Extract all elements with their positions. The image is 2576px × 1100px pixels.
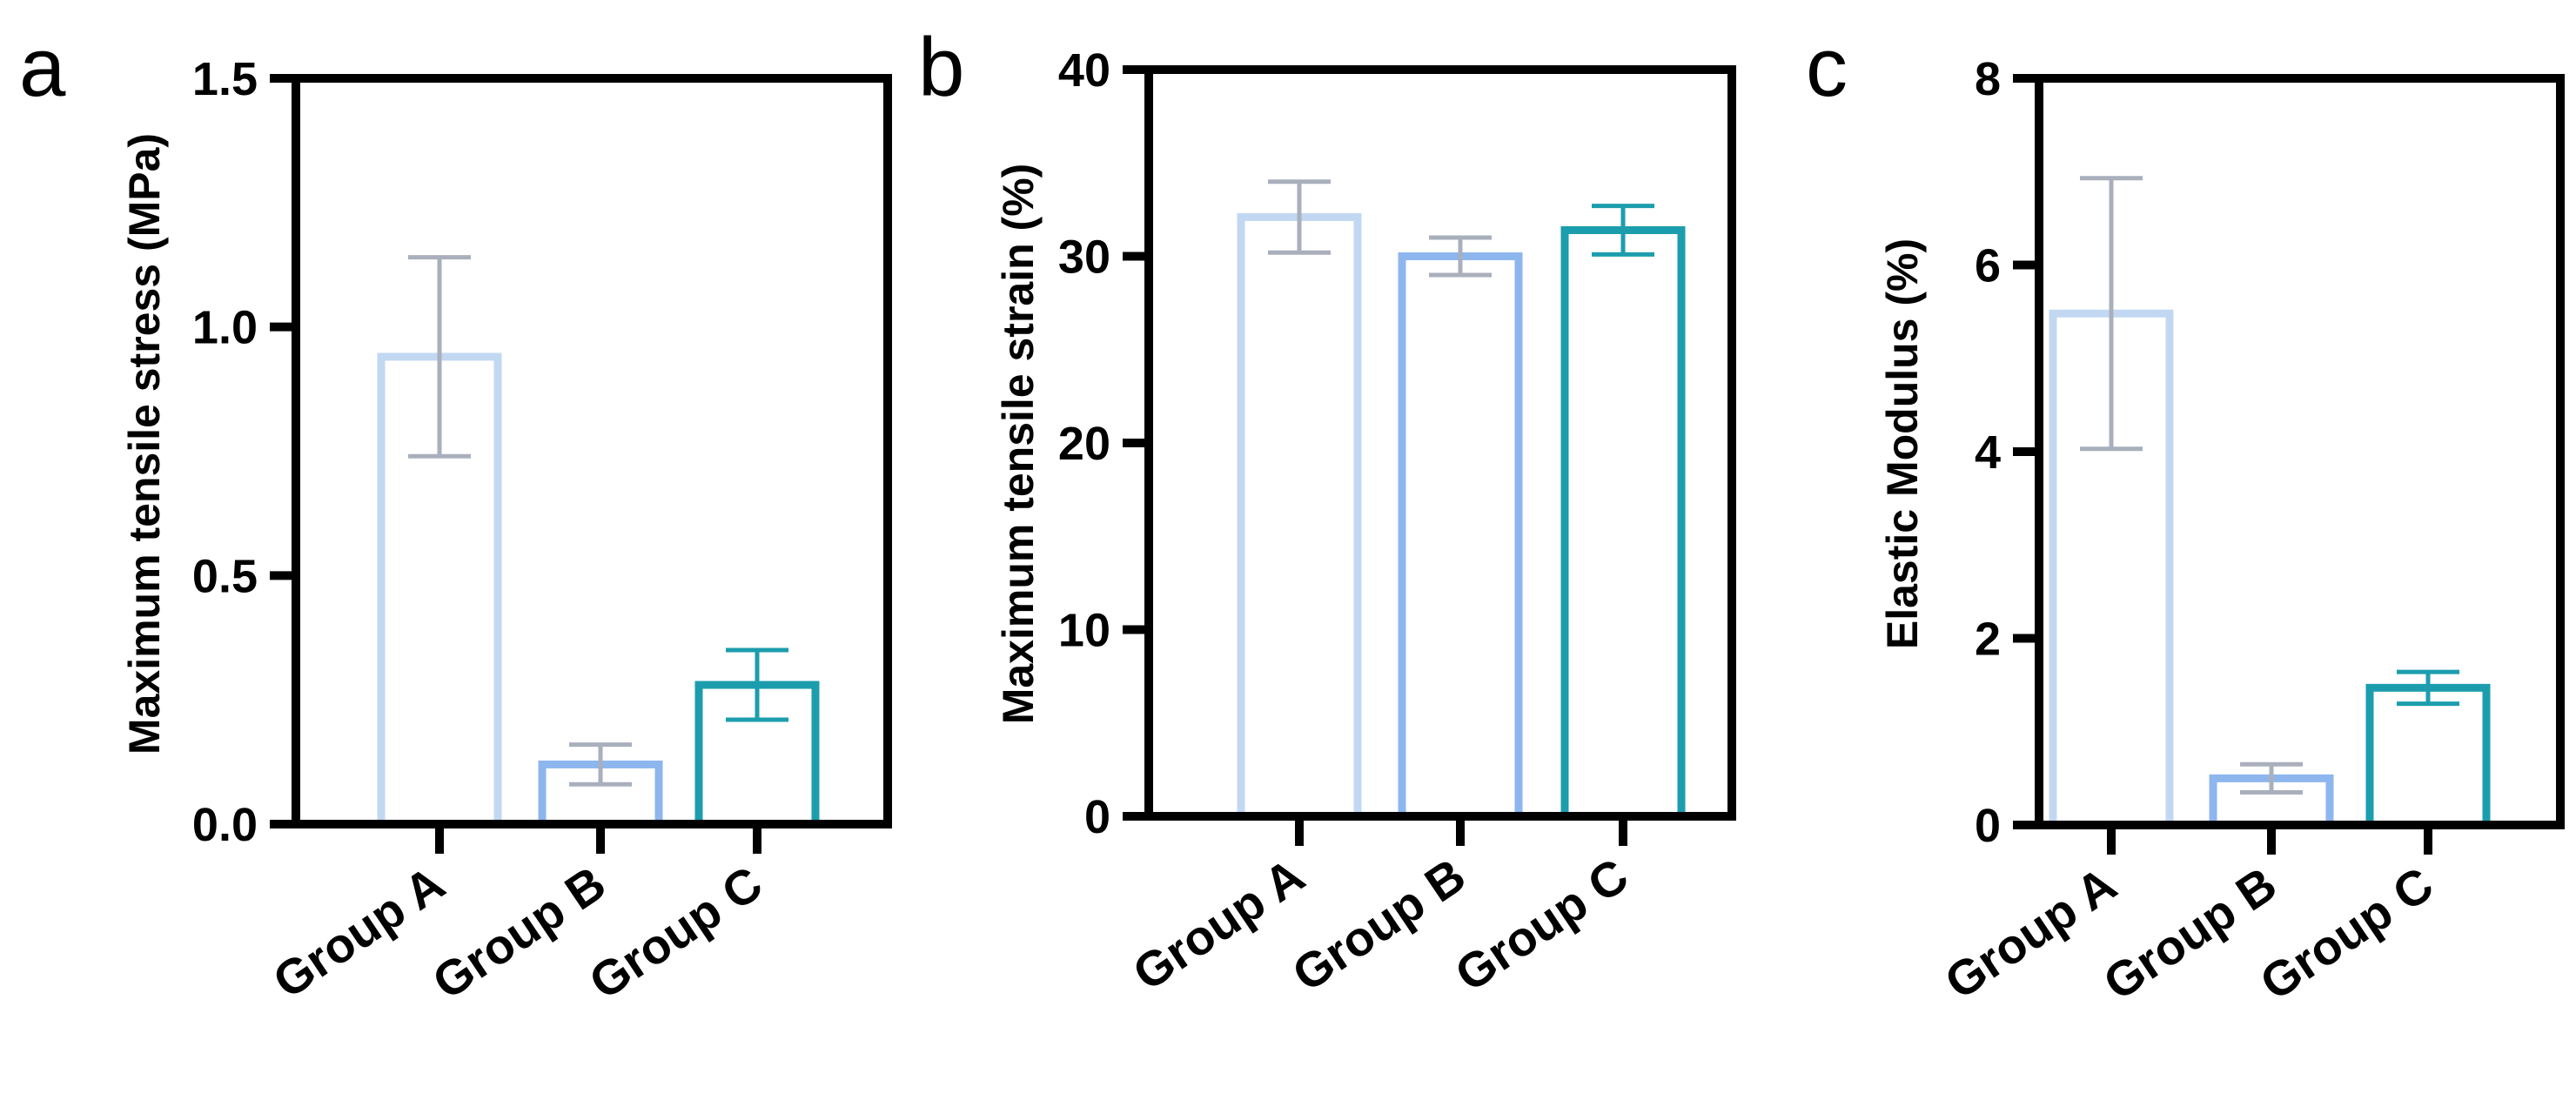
y-tick-label-a-2: 1.0 (192, 302, 258, 354)
y-axis-title-b: Maximum tensile strain (%) (994, 164, 1043, 725)
x-category-label-c-2: Group B (2094, 856, 2286, 1010)
y-tick-label-b-1: 10 (1058, 605, 1110, 657)
panel-letter-b: b (918, 21, 964, 114)
x-category-label-c-3: Group C (2251, 856, 2443, 1010)
x-category-label-b-3: Group C (1446, 848, 1638, 1002)
x-category-label-b-2: Group B (1283, 848, 1475, 1002)
y-tick-label-c-0: 0 (1975, 800, 2001, 852)
x-category-label-a-3: Group C (580, 855, 772, 1009)
y-tick-label-a-0: 0.0 (192, 799, 258, 851)
x-category-label-a-2: Group B (423, 855, 615, 1009)
axis-frame-c (2035, 74, 2565, 829)
y-tick-label-b-0: 0 (1084, 791, 1110, 843)
panel-b: b Maximum tensile strain (%) 0 10 20 30 40 Gr… (918, 21, 1736, 1002)
y-axis-title-a: Maximum tensile stress (MPa) (120, 133, 169, 755)
bar-b-2 (1398, 252, 1523, 821)
y-tick-label-a-3: 1.5 (192, 53, 258, 105)
panel-a: a Maximum tensile stress (MPa) 0.0 0.5 1.0… (19, 21, 892, 1009)
x-category-label-b-1: Group A (1124, 848, 1314, 1001)
y-axis-title-c: Elastic Modulus (%) (1878, 238, 1927, 649)
y-tick-label-c-4: 8 (1975, 53, 2001, 105)
y-tick-label-b-2: 20 (1058, 418, 1110, 470)
panel-letter-a: a (19, 21, 66, 114)
bar-c-3 (2365, 683, 2491, 829)
axis-frame-b (1144, 65, 1736, 821)
y-tick-label-a-1: 0.5 (192, 550, 258, 602)
x-category-label-c-1: Group A (1935, 856, 2126, 1009)
y-tick-label-b-4: 40 (1058, 44, 1110, 97)
axis-frame-a (292, 74, 892, 828)
y-tick-label-c-3: 6 (1975, 240, 2001, 292)
y-tick-label-b-3: 30 (1058, 231, 1110, 284)
panel-letter-c: c (1806, 21, 1848, 114)
x-category-label-a-1: Group A (264, 855, 454, 1009)
bar-b-1 (1237, 212, 1362, 821)
y-tick-label-c-2: 4 (1975, 426, 2001, 479)
y-tick-label-c-1: 2 (1975, 614, 2001, 666)
bar-b-3 (1560, 225, 1686, 821)
